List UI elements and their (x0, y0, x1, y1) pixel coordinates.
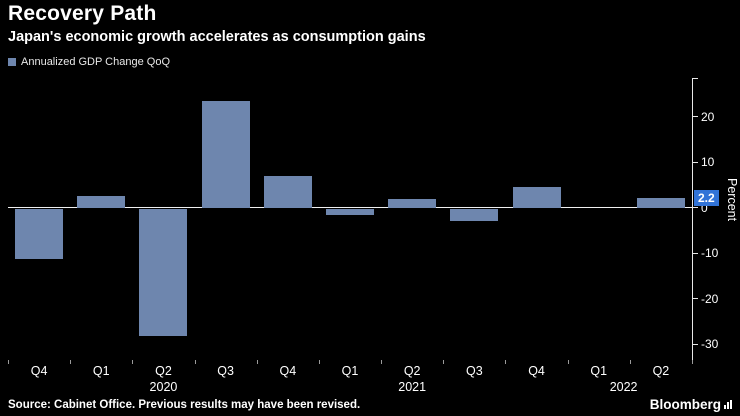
bar-q4-4 (263, 175, 312, 208)
x-tick-mark (381, 360, 383, 364)
y-axis-title: Percent (725, 178, 739, 222)
legend-swatch-icon (8, 58, 16, 66)
x-tick-label: Q2 (652, 364, 670, 378)
y-tick-mark (693, 344, 698, 345)
bar-q2-10 (636, 197, 685, 208)
last-value-badge: 2.2 (694, 189, 719, 206)
x-tick-label: Q1 (341, 364, 359, 378)
year-label-2021: 2021 (398, 380, 427, 394)
year-label-2020: 2020 (149, 380, 178, 394)
bar-q3-3 (201, 100, 250, 208)
x-tick-label: Q1 (92, 364, 110, 378)
x-tick-mark (132, 360, 134, 364)
x-tick-mark (8, 360, 9, 364)
y-tick-label: -10 (701, 246, 719, 261)
x-tick-label: Q3 (217, 364, 234, 378)
y-axis: 20 10 0 -10 -20 -30 2.2 (693, 78, 739, 360)
x-tick-mark (505, 360, 507, 364)
y-tick-mark (693, 207, 698, 208)
x-tick-label: Q2 (403, 364, 421, 378)
x-tick-mark (692, 360, 693, 364)
bloomberg-logo: Bloomberg (650, 397, 732, 412)
x-tick-label: Q3 (466, 364, 483, 378)
y-tick-mark (693, 162, 698, 163)
year-label-2022: 2022 (609, 380, 638, 394)
x-tick-mark (443, 360, 445, 364)
bar-q4-0 (15, 208, 64, 259)
legend: Annualized GDP Change QoQ (8, 56, 170, 68)
x-tick-label: Q2 (155, 364, 172, 378)
x-tick-label: Q4 (279, 364, 297, 378)
y-tick-label: -20 (701, 291, 719, 306)
y-tick-mark (693, 253, 698, 254)
y-tick-mark (693, 298, 698, 299)
bar-q4-8 (512, 187, 561, 208)
chart-subtitle: Japan's economic growth accelerates as c… (8, 29, 426, 45)
y-tick-label: 10 (701, 155, 715, 170)
x-tick-mark (567, 360, 569, 364)
x-tick-label: Q4 (30, 364, 48, 378)
y-tick-label: 0 (701, 200, 708, 215)
bar-q2-2 (139, 208, 188, 337)
bar-q1-1 (77, 196, 126, 208)
legend-label: Annualized GDP Change QoQ (21, 56, 170, 68)
bar-q3-7 (450, 208, 499, 221)
y-tick-mark (693, 116, 698, 117)
x-axis-year-labels: 2020 2021 2022 (8, 380, 692, 395)
source-note: Source: Cabinet Office. Previous results… (8, 399, 361, 411)
x-tick-mark (194, 360, 196, 364)
bar-q1-5 (326, 208, 374, 216)
bloomberg-wordmark: Bloomberg (649, 397, 721, 412)
y-tick-label: -30 (701, 337, 719, 352)
plot-area (8, 78, 693, 360)
bloomberg-chart-icon (724, 400, 732, 409)
y-tick-label: 20 (701, 109, 715, 124)
bar-q2-6 (388, 198, 437, 208)
x-tick-label: Q1 (590, 364, 608, 378)
x-tick-mark (256, 360, 258, 364)
y-axis-top-tick (693, 78, 698, 79)
x-tick-mark (318, 360, 320, 364)
chart-title: Recovery Path (8, 2, 157, 25)
zero-baseline (8, 207, 692, 208)
x-axis-labels: Q4 Q1 Q2 Q3 Q4 Q1 Q2 Q3 Q4 Q1 Q2 (8, 364, 692, 379)
x-tick-mark (70, 360, 72, 364)
x-tick-label: Q4 (528, 364, 545, 378)
x-tick-mark (629, 360, 631, 364)
